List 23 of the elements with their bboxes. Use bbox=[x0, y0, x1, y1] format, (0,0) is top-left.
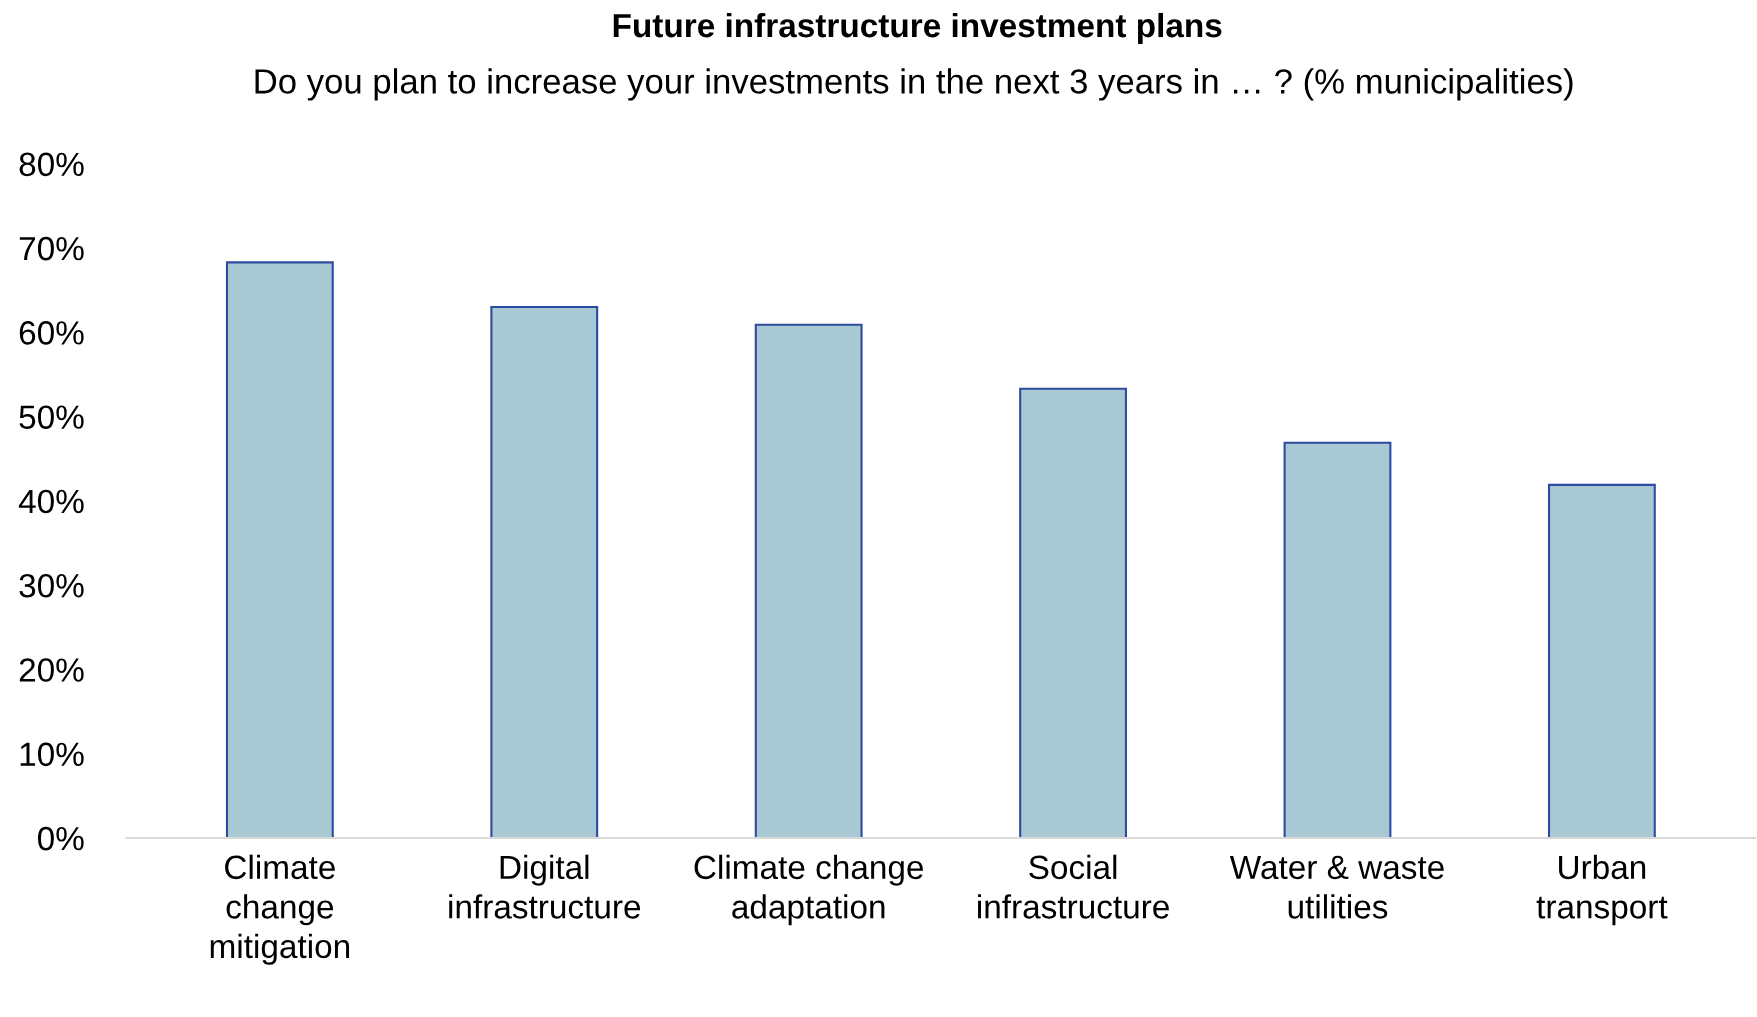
bar bbox=[754, 323, 863, 839]
bar bbox=[1547, 483, 1656, 839]
y-tick-label: 40% bbox=[18, 489, 84, 514]
y-tick-label: 70% bbox=[19, 236, 84, 261]
x-tick-label: Water & waste utilities bbox=[1229, 855, 1444, 919]
chart-subtitle: Do you plan to increase your investments in the next 3 years in … ? (% municipalities) bbox=[255, 68, 1573, 101]
x-tick-label: Digital infrastructure bbox=[449, 854, 641, 919]
y-tick-label: 10% bbox=[20, 742, 84, 767]
x-tick-label: Climate change adaptation bbox=[694, 854, 923, 926]
y-tick-label: 50% bbox=[19, 405, 84, 429]
bar bbox=[490, 305, 599, 839]
bar bbox=[225, 261, 334, 839]
y-tick-label: 30% bbox=[19, 573, 84, 598]
y-tick-label: 0% bbox=[37, 826, 84, 851]
x-tick-label: Social infrastructure bbox=[978, 854, 1169, 919]
bar bbox=[1019, 387, 1127, 839]
y-tick-label: 80% bbox=[19, 152, 84, 177]
y-tick-label: 60% bbox=[19, 321, 84, 345]
y-tick-label: 20% bbox=[19, 658, 84, 682]
x-tick-label: Urban transport bbox=[1536, 854, 1668, 926]
bar bbox=[1283, 441, 1392, 839]
chart-title: Future infrastructure investment plans bbox=[613, 12, 1222, 45]
x-tick-label: Climate change mitigation bbox=[210, 854, 350, 965]
